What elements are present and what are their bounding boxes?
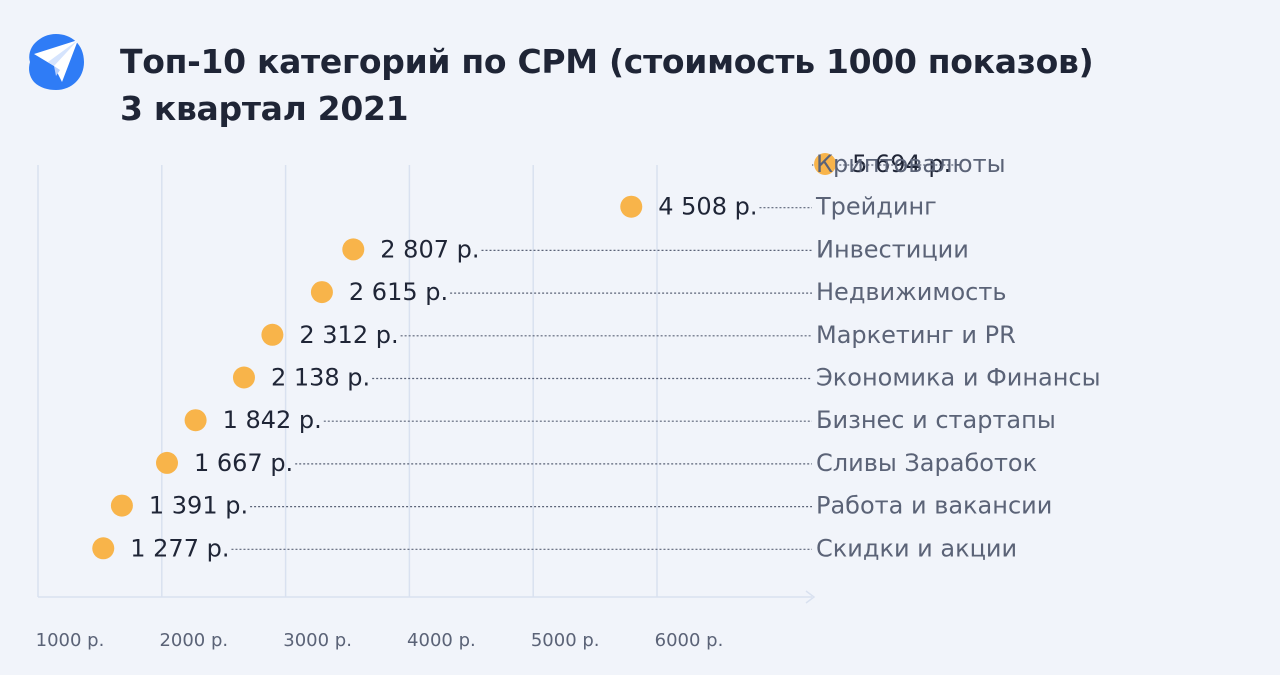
category-label: Маркетинг и PR bbox=[816, 321, 1016, 349]
data-point bbox=[92, 537, 115, 560]
tick-layer: 1000 р. 2000 р. 3000 р. 4000 р. 5000 р. 6000 … bbox=[36, 630, 724, 651]
category-label: Бизнес и стартапы bbox=[816, 406, 1056, 434]
category-label: Недвижимость bbox=[816, 278, 1006, 306]
data-point bbox=[814, 153, 837, 175]
chart-title: Топ-10 категорий по CPM (стоимость 1000 … bbox=[120, 38, 1094, 132]
value-label: 2 312 р. bbox=[299, 321, 398, 349]
data-row: 2 138 р. Экономика и Финансы bbox=[232, 364, 1101, 392]
paper-plane-icon bbox=[29, 34, 84, 90]
data-point bbox=[342, 238, 365, 261]
data-point bbox=[620, 195, 643, 218]
data-point bbox=[184, 409, 207, 432]
value-label: 4 508 р. bbox=[658, 193, 757, 221]
value-label: 1 391 р. bbox=[149, 492, 248, 520]
data-point bbox=[310, 281, 333, 304]
value-label: 5 694 р. bbox=[852, 150, 951, 178]
x-tick-label: 3000 р. bbox=[283, 630, 352, 651]
data-row: 1 277 р. Скидки и акции bbox=[92, 534, 1017, 562]
data-row: 1 842 р. Бизнес и стартапы bbox=[184, 406, 1056, 434]
chart-title-line-2: 3 квартал 2021 bbox=[120, 89, 409, 128]
value-label: 1 667 р. bbox=[194, 449, 293, 477]
data-point bbox=[232, 366, 255, 389]
x-tick-label: 1000 р. bbox=[36, 630, 105, 651]
data-row: 4 508 р. Трейдинг bbox=[620, 193, 937, 221]
category-label: Трейдинг bbox=[815, 193, 937, 221]
chart-title-line-1: Топ-10 категорий по CPM (стоимость 1000 … bbox=[120, 42, 1094, 81]
row-layer: 5 694 р.Криптовалюты 4 508 р. Трейдинг 2 80… bbox=[92, 150, 1101, 562]
value-label: 1 277 р. bbox=[130, 534, 229, 562]
data-row: 1 667 р. Сливы Заработок bbox=[155, 449, 1037, 477]
data-point bbox=[155, 451, 178, 474]
value-label: 2 807 р. bbox=[380, 235, 479, 263]
category-label: Сливы Заработок bbox=[816, 449, 1037, 477]
category-label: Экономика и Финансы bbox=[816, 364, 1101, 392]
category-label: Работа и вакансии bbox=[816, 492, 1052, 520]
x-tick-label: 6000 р. bbox=[655, 630, 724, 651]
data-point bbox=[261, 323, 284, 346]
x-tick-label: 2000 р. bbox=[159, 630, 228, 651]
data-point bbox=[110, 494, 133, 517]
value-label: 2 138 р. bbox=[271, 364, 370, 392]
x-tick-label: 5000 р. bbox=[531, 630, 600, 651]
value-label: 2 615 р. bbox=[349, 278, 448, 306]
grid-layer bbox=[37, 165, 658, 597]
data-row: 1 391 р. Работа и вакансии bbox=[110, 492, 1052, 520]
x-tick-label: 4000 р. bbox=[407, 630, 476, 651]
category-label: Криптовалюты bbox=[816, 150, 1006, 178]
x-axis-arrow bbox=[805, 590, 816, 604]
category-label: Инвестиции bbox=[816, 235, 969, 263]
data-row: 2 807 р. Инвестиции bbox=[342, 235, 969, 263]
data-row: 2 615 р. Недвижимость bbox=[310, 278, 1006, 306]
data-row: 2 312 р. Маркетинг и PR bbox=[261, 321, 1016, 349]
axis-layer bbox=[38, 590, 816, 604]
value-label: 1 842 р. bbox=[223, 406, 322, 434]
category-label: Скидки и акции bbox=[816, 534, 1017, 562]
data-row: 5 694 р.Криптовалюты bbox=[812, 150, 1006, 178]
